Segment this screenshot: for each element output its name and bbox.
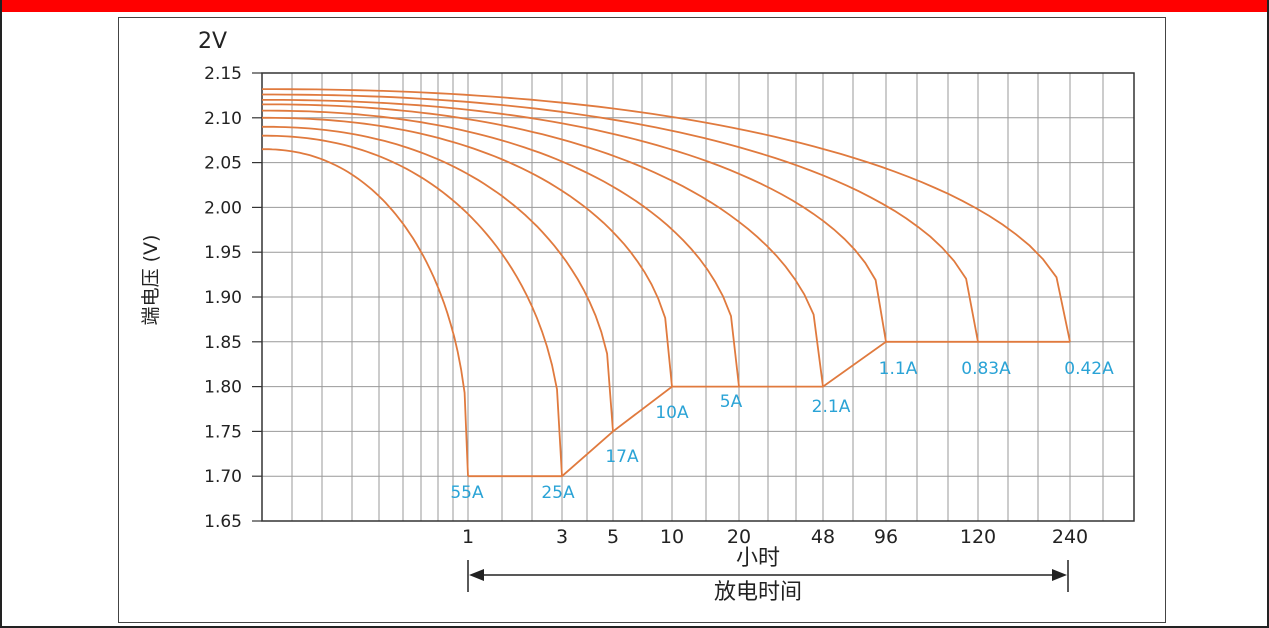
x-tick-label: 96 [874,526,898,548]
curve-label-25A: 25A [541,483,575,503]
discharge-curves [262,88,1071,478]
y-tick-label: 1.75 [204,422,242,442]
x-tick-label: 48 [811,526,835,548]
x-tick-label: 240 [1052,526,1088,548]
curve-10A [262,116,673,387]
top-banner [0,0,1269,12]
y-tick-label: 1.95 [204,243,242,263]
curve-5A [262,109,740,387]
y-tick-labels: 2.15 2.10 2.05 2.00 1.95 1.90 1.85 1.80 1.75 1.70… [204,64,262,532]
curve-0.42A [262,88,1071,342]
cutoff-envelope [468,340,1070,478]
grid-lines [262,72,1134,522]
curve-25A [262,134,563,477]
y-tick-label: 2.00 [204,198,242,218]
y-axis-label: 端电压 (V) [140,235,162,326]
curve-label-0.42A: 0.42A [1064,359,1114,379]
curve-55A [262,148,469,477]
y-tick-label: 1.80 [204,378,242,398]
x-unit-label: 小时 [736,546,780,571]
x-tick-label: 20 [727,526,751,548]
y-tick-label: 1.70 [204,467,242,487]
curve-0.83A [262,93,979,342]
y-tick-label: 2.05 [204,154,242,174]
y-tick-label: 1.85 [204,333,242,353]
x-tick-labels: 1 3 5 10 20 48 96 120 240 [462,526,1088,548]
curve-label-0.83A: 0.83A [961,359,1011,379]
y-tick-label: 1.90 [204,288,242,308]
arrow-right-icon [1052,569,1067,581]
curve-label-1.1A: 1.1A [879,359,918,379]
curve-2.1A [262,103,824,387]
x-tick-label: 10 [660,526,684,548]
y-tick-label: 2.15 [204,64,242,84]
time-arrow [467,560,1069,592]
curve-label-10A: 10A [655,403,689,423]
curve-labels: 55A 25A 17A 10A 5A 2.1A 1.1A 0.83A 0.42A [450,359,1114,503]
curve-17A [262,125,614,432]
curve-label-17A: 17A [605,447,639,467]
curve-label-55A: 55A [450,483,484,503]
y-tick-label: 1.65 [204,512,242,532]
curve-label-2.1A: 2.1A [812,397,851,417]
arrow-left-icon [469,569,484,581]
x-tick-label: 5 [607,526,619,548]
unit-label: 2V [198,29,227,54]
x-tick-label: 120 [960,526,996,548]
x-tick-label: 3 [556,526,568,548]
curve-label-5A: 5A [720,392,743,412]
x-axis-label: 放电时间 [714,580,802,605]
y-tick-label: 2.10 [204,109,242,129]
curve-1.1A [262,99,887,342]
x-tick-label: 1 [462,526,474,548]
